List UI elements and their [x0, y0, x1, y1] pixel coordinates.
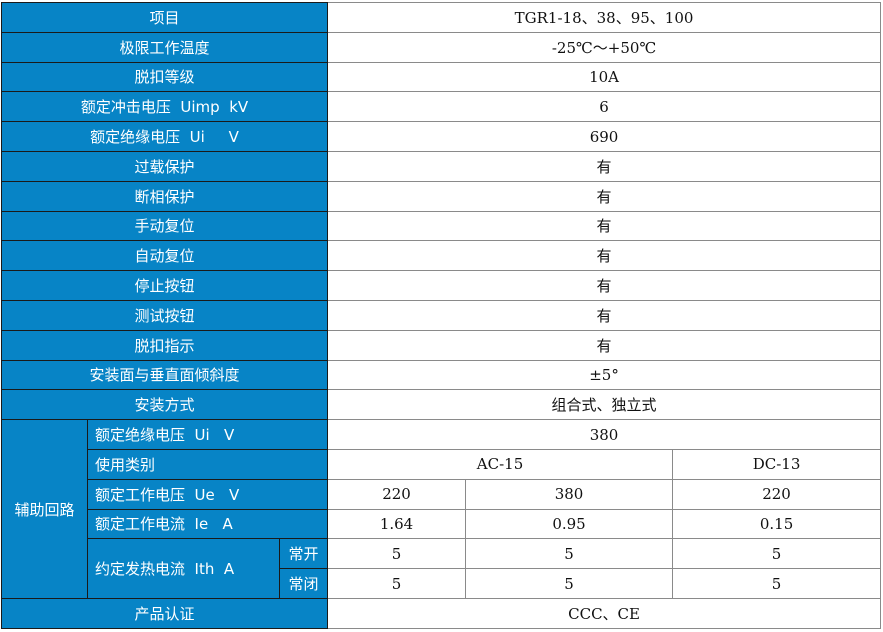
row-value: 有	[327, 329, 882, 361]
cell: 380	[465, 478, 674, 510]
row-value: 有	[327, 270, 882, 301]
row-label: 项目	[0, 2, 329, 33]
cell: 220	[327, 478, 467, 510]
table-row: 辅助回路 额定绝缘电压 Ui V 380	[1, 419, 882, 599]
cell: 1.64	[327, 508, 467, 540]
row-value: 690	[327, 121, 882, 152]
cell: 5	[327, 568, 467, 599]
cell: 220	[672, 478, 882, 510]
row-label: 断相保护	[0, 180, 329, 212]
category-ac: AC-15	[327, 448, 674, 480]
row-value: 组合式、独立式	[327, 389, 882, 421]
table-row: 常闭 5 5 5	[2, 568, 882, 599]
row-value: ±5°	[327, 359, 882, 391]
row-label: 手动复位	[0, 210, 329, 242]
table-row: 项目 TGR1-18、38、95、100	[0, 2, 882, 33]
row-label: 安装面与垂直面倾斜度	[0, 359, 329, 391]
table-row: 额定冲击电压 Uimp kV 6	[0, 91, 882, 123]
aux-group-label: 辅助回路	[1, 419, 88, 599]
row-label: 使用类别	[86, 448, 329, 480]
cell: 0.15	[672, 508, 882, 540]
row-value: 有	[327, 150, 882, 182]
table-row: 测试按钮有	[0, 299, 882, 331]
row-value: 有	[327, 240, 882, 272]
row-value: 有	[327, 299, 882, 331]
table-row: 使用类别 AC-15 DC-13	[2, 448, 882, 480]
row-label: 脱扣指示	[0, 329, 329, 361]
row-label: 过载保护	[0, 150, 329, 182]
row-label: 测试按钮	[0, 299, 329, 331]
table-row: 极限工作温度 -25℃～+50℃	[0, 31, 882, 63]
row-label: 额定绝缘电压 Ui V	[0, 121, 329, 152]
row-value: TGR1-18、38、95、100	[327, 2, 882, 33]
row-label: 额定工作电流 Ie A	[86, 508, 329, 540]
table-row: 手动复位有	[0, 210, 882, 242]
row-label: 额定工作电压 Ue V	[86, 478, 329, 510]
table-row: 过载保护有	[0, 150, 882, 182]
cell: 5	[672, 538, 882, 570]
table-row: 停止按钮有	[0, 270, 882, 301]
row-value: 10A	[327, 61, 882, 93]
table-row: 产品认证 CCC、CE	[0, 597, 882, 629]
table-row: 约定发热电流 Ith A 常开 5 5 5	[2, 538, 882, 599]
table-row: 脱扣指示有	[0, 329, 882, 361]
row-label: 脱扣等级	[0, 61, 329, 93]
table-row: 脱扣等级 10A	[0, 61, 882, 93]
row-label: 约定发热电流 Ith A	[87, 538, 280, 599]
row-value: 6	[327, 91, 882, 123]
row-value: 有	[327, 180, 882, 212]
cell: 5	[465, 538, 674, 570]
row-value: 380	[327, 419, 882, 450]
row-label: 自动复位	[0, 240, 329, 272]
row-label: 停止按钮	[0, 270, 329, 301]
table-row: 额定工作电压 Ue V 220 380 220	[2, 478, 882, 510]
row-label: 额定冲击电压 Uimp kV	[0, 91, 329, 123]
category-dc: DC-13	[672, 448, 882, 480]
table-row: 断相保护有	[0, 180, 882, 212]
cell: 5	[672, 568, 882, 599]
table-row: 额定绝缘电压 Ui V 690	[0, 121, 882, 152]
row-label: 极限工作温度	[0, 31, 329, 63]
row-value: -25℃～+50℃	[327, 31, 882, 63]
table-row: 自动复位有	[0, 240, 882, 272]
row-label: 安装方式	[0, 389, 329, 421]
sub-label-nc: 常闭	[278, 568, 329, 599]
sub-label-no: 常开	[278, 538, 329, 570]
table-row: 额定工作电流 Ie A 1.64 0.95 0.15	[2, 508, 882, 540]
row-label: 产品认证	[0, 597, 329, 629]
row-value: 有	[327, 210, 882, 242]
cell: 0.95	[465, 508, 674, 540]
row-label: 额定绝缘电压 Ui V	[86, 419, 329, 450]
table-row: 安装方式 组合式、独立式	[0, 389, 882, 421]
cell: 5	[465, 568, 674, 599]
row-value: CCC、CE	[327, 597, 882, 629]
cell: 5	[327, 538, 467, 570]
table-row: 安装面与垂直面倾斜度 ±5°	[0, 359, 882, 391]
